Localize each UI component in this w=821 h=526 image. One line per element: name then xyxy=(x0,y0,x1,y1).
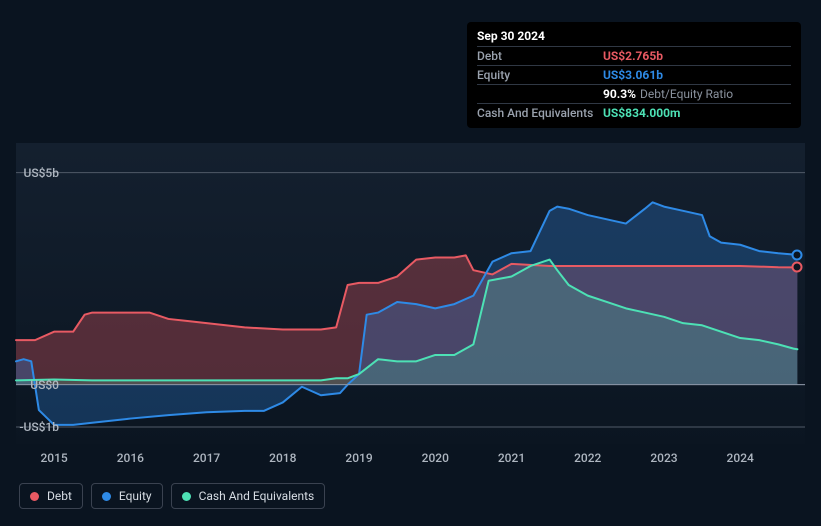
legend-item-debt[interactable]: Debt xyxy=(19,483,83,509)
chart-legend: Debt Equity Cash And Equivalents xyxy=(19,483,325,509)
tooltip-row-label: Debt xyxy=(477,50,603,62)
x-axis-label: 2023 xyxy=(650,451,677,465)
legend-swatch xyxy=(30,492,39,501)
x-axis-label: 2024 xyxy=(727,451,754,465)
y-axis-label: US$5b xyxy=(23,166,59,180)
x-axis-label: 2019 xyxy=(345,451,372,465)
tooltip-ratio-pct: 90.3% xyxy=(603,88,636,100)
tooltip-row: EquityUS$3.061b xyxy=(477,65,791,84)
tooltip-date: Sep 30 2024 xyxy=(477,28,791,46)
x-axis-label: 2015 xyxy=(40,451,67,465)
tooltip-row: 90.3% Debt/Equity Ratio xyxy=(477,84,791,103)
x-axis-label: 2020 xyxy=(422,451,449,465)
y-axis-label: US$0 xyxy=(30,378,59,392)
tooltip-row-value: US$3.061b xyxy=(603,69,663,81)
tooltip-ratio-text: Debt/Equity Ratio xyxy=(640,88,733,100)
tooltip-row: Cash And EquivalentsUS$834.000m xyxy=(477,103,791,122)
tooltip-row-value: US$834.000m xyxy=(603,107,680,119)
legend-swatch xyxy=(182,492,191,501)
tooltip-row-label: Cash And Equivalents xyxy=(477,107,603,119)
legend-item-cash[interactable]: Cash And Equivalents xyxy=(171,483,326,509)
legend-swatch xyxy=(102,492,111,501)
series-end-marker-equity xyxy=(792,249,803,260)
legend-label: Cash And Equivalents xyxy=(199,489,315,503)
tooltip-row: DebtUS$2.765b xyxy=(477,46,791,65)
tooltip-row-label: Equity xyxy=(477,69,603,81)
legend-label: Debt xyxy=(47,489,72,503)
series-end-marker-debt xyxy=(792,262,803,273)
x-axis-label: 2017 xyxy=(193,451,220,465)
x-axis-label: 2018 xyxy=(269,451,296,465)
chart-tooltip: Sep 30 2024 DebtUS$2.765bEquityUS$3.061b… xyxy=(467,22,801,128)
y-axis-label: -US$1b xyxy=(19,420,59,434)
x-axis-label: 2016 xyxy=(117,451,144,465)
tooltip-row-value: US$2.765b xyxy=(603,50,663,62)
legend-label: Equity xyxy=(119,489,152,503)
x-axis-label: 2021 xyxy=(498,451,525,465)
legend-item-equity[interactable]: Equity xyxy=(91,483,163,509)
financials-chart: US$5b US$0 -US$1b 2015 2016 2017 2018 2019 2020… xyxy=(0,0,821,526)
x-axis-label: 2022 xyxy=(574,451,601,465)
